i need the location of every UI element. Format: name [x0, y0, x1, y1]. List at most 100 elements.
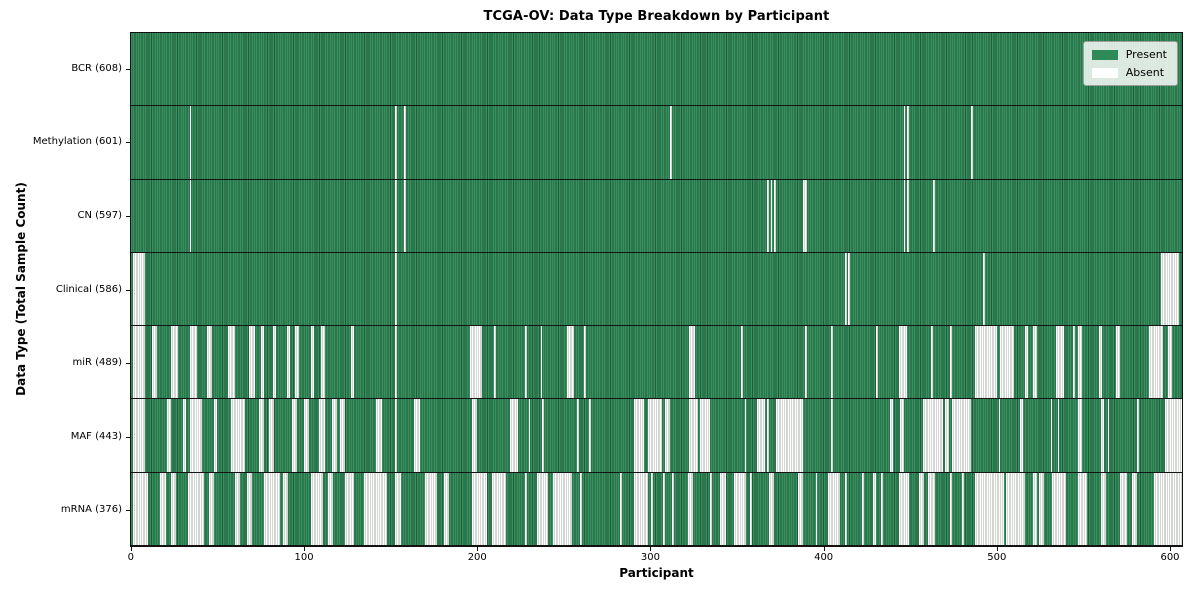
absent-block [803, 179, 807, 252]
x-axis-title: Participant [619, 566, 694, 580]
absent-block [395, 179, 398, 252]
absent-block [189, 106, 192, 179]
absent-block [395, 252, 398, 326]
legend-swatch-present [1091, 49, 1118, 60]
matrix-row-bcr [131, 33, 1182, 107]
x-tick-label: 300 [640, 552, 660, 563]
absent-block [160, 472, 166, 545]
y-tick-mark [126, 436, 130, 438]
absent-block [665, 399, 671, 472]
absent-block [469, 326, 482, 399]
absent-block [528, 399, 531, 472]
absent-block [749, 472, 752, 545]
absent-block [424, 472, 437, 545]
absent-block [319, 399, 325, 472]
absent-block [768, 472, 775, 545]
x-tick-label: 100 [294, 552, 314, 563]
matrix-row-mir [131, 326, 1182, 400]
absent-block [310, 326, 315, 399]
absent-block [983, 252, 985, 326]
absent-block [1000, 326, 1015, 399]
absent-block [248, 326, 256, 399]
absent-block [1154, 472, 1182, 545]
absent-block [269, 399, 275, 472]
absent-block [395, 326, 398, 399]
absent-block [566, 326, 574, 399]
legend: Present Absent [1082, 41, 1178, 86]
absent-block [1033, 326, 1037, 399]
absent-block [770, 179, 773, 252]
absent-block [831, 326, 833, 399]
absent-block [950, 326, 953, 399]
absent-block [208, 472, 214, 545]
y-tick-mark [126, 510, 130, 512]
absent-block [1168, 326, 1172, 399]
absent-block [471, 399, 477, 472]
absent-block [189, 326, 197, 399]
x-tick-mark [650, 547, 652, 551]
absent-block [170, 326, 178, 399]
x-tick-mark [823, 547, 825, 551]
absent-block [328, 472, 334, 545]
absent-block [1078, 326, 1082, 399]
legend-label-absent: Absent [1125, 66, 1165, 79]
absent-block [952, 399, 972, 472]
absent-block [844, 252, 847, 326]
absent-block [303, 399, 310, 472]
absent-block [998, 399, 1001, 472]
y-tick-label-bcr: BCR (608) [71, 62, 122, 74]
absent-block [283, 472, 289, 545]
absent-block [670, 106, 673, 179]
absent-block [815, 472, 818, 545]
absent-block [443, 472, 450, 545]
legend-label-present: Present [1125, 48, 1167, 61]
absent-block [589, 399, 591, 472]
absent-block [525, 326, 527, 399]
x-tick-label: 200 [467, 552, 487, 563]
absent-block [689, 326, 695, 399]
absent-block [492, 472, 507, 545]
absent-block [1116, 326, 1120, 399]
absent-block [286, 326, 291, 399]
absent-block [264, 472, 280, 545]
x-tick-label: 400 [814, 552, 834, 563]
absent-block [234, 472, 240, 545]
x-tick-mark [477, 547, 479, 551]
absent-block [699, 399, 711, 472]
y-tick-mark [126, 363, 130, 365]
absent-block [831, 399, 833, 472]
absent-block [844, 472, 847, 545]
absent-block [1073, 326, 1075, 399]
absent-block [620, 472, 622, 545]
absent-block [1100, 472, 1106, 545]
matrix-row-maf [131, 399, 1182, 473]
absent-block [1024, 326, 1029, 399]
absent-block [542, 399, 545, 472]
absent-block [881, 472, 883, 545]
absent-block [272, 326, 277, 399]
absent-block [404, 179, 406, 252]
absent-block [689, 399, 698, 472]
absent-block [775, 399, 804, 472]
absent-block [734, 472, 747, 545]
absent-block [876, 326, 878, 399]
absent-block [1131, 472, 1138, 545]
absent-block [889, 399, 894, 472]
absent-block [634, 472, 648, 545]
x-tick-mark [996, 547, 998, 551]
absent-block [167, 399, 171, 472]
x-tick-label: 0 [127, 552, 135, 563]
legend-item-absent: Absent [1091, 66, 1167, 79]
absent-block [1099, 326, 1103, 399]
absent-block [798, 472, 804, 545]
y-tick-label-cn: CN (597) [77, 209, 122, 221]
absent-block [651, 472, 654, 545]
absent-block [945, 399, 949, 472]
absent-block [862, 472, 864, 545]
absent-block [767, 399, 769, 472]
absent-block [340, 399, 346, 472]
absent-block [376, 399, 382, 472]
absent-block [580, 472, 583, 545]
absent-block [962, 472, 965, 545]
absent-block [345, 472, 354, 545]
